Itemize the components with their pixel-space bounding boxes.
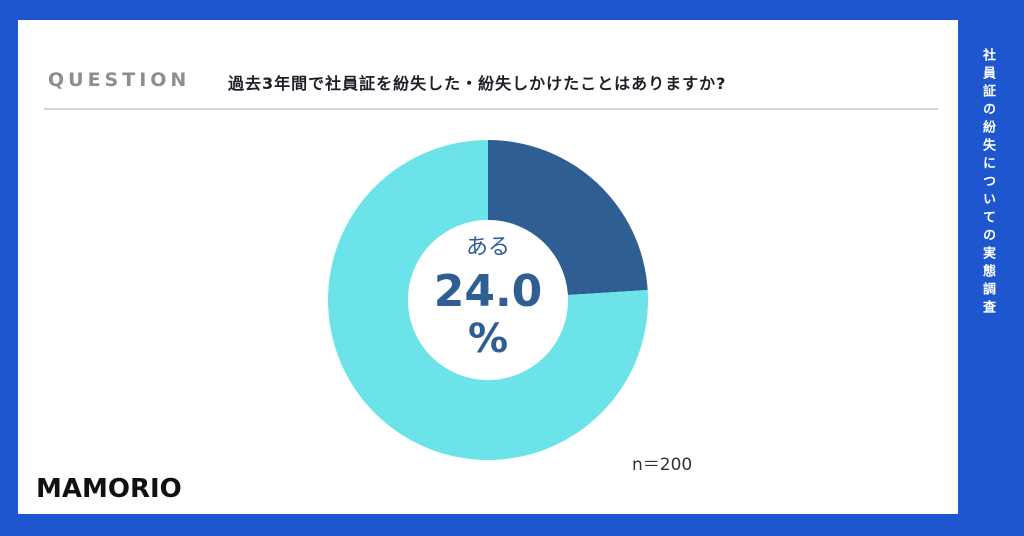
donut-hole [408,220,568,380]
sample-size: n＝200 [632,455,693,475]
donut-chart: ある 24.0 % [328,140,648,460]
donut-slice-1 [328,140,648,460]
donut-slice-0 [488,140,648,295]
question-text: 過去3年間で社員証を紛失した・紛失しかけたことはありますか? [228,74,727,93]
divider [44,108,938,110]
question-label: QUESTION [48,69,191,91]
side-title: 社員証の紛失についての実態調査 [980,48,995,318]
donut-svg [328,140,648,460]
brand-logo: MAMORIO [36,474,182,504]
card: QUESTION 過去3年間で社員証を紛失した・紛失しかけたことはありますか? … [18,20,958,514]
